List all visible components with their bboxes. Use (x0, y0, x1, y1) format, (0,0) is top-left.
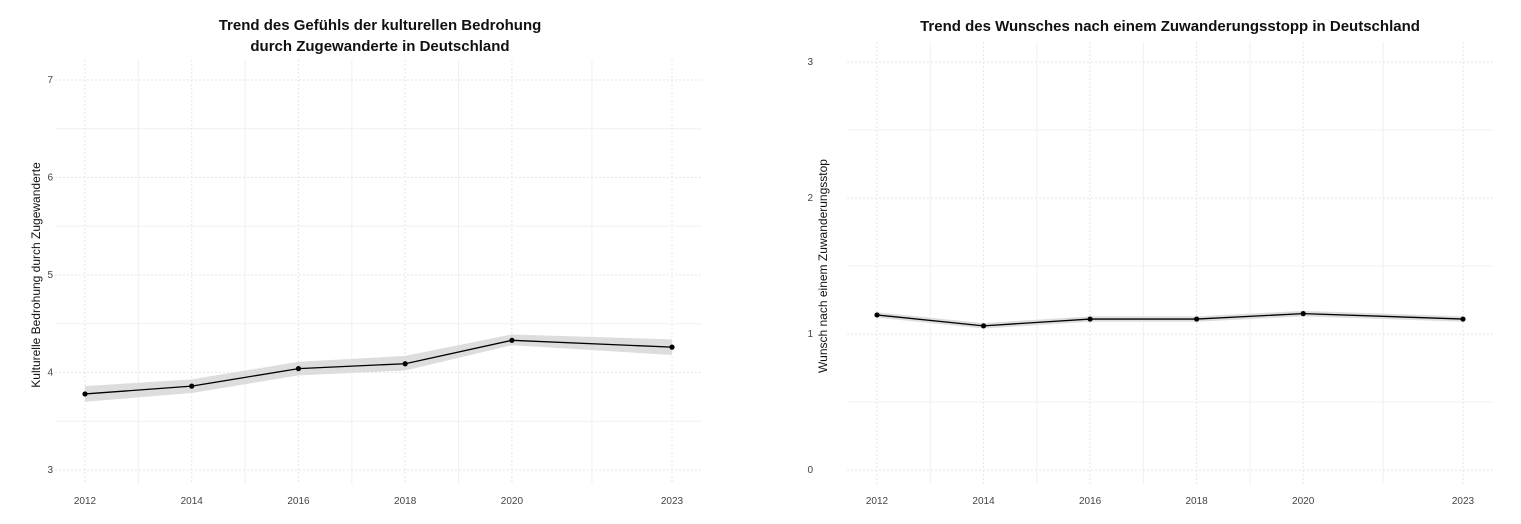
chart-title: durch Zugewanderte in Deutschland (250, 38, 509, 55)
x-tick-label: 2020 (1292, 496, 1315, 507)
x-tick-label: 2023 (1452, 496, 1475, 507)
data-point (1460, 316, 1466, 322)
data-point (980, 323, 987, 329)
x-tick-label: 2018 (394, 496, 417, 507)
chart-title: Trend des Wunsches nach einem Zuwanderun… (920, 18, 1420, 35)
x-tick-label: 2014 (972, 496, 995, 507)
series-line (84, 339, 673, 395)
y-tick-label: 6 (47, 173, 53, 184)
data-point (669, 344, 675, 350)
data-point (82, 391, 88, 397)
series-line (876, 312, 1464, 327)
x-tick-label: 2014 (181, 496, 204, 507)
chart-cultural-threat: 3 4 5 6 7 2012 2014 2016 2018 2020 2023 Trend des G… (29, 17, 702, 507)
chart-title: Trend des Gefühls der kulturellen Bedroh… (219, 17, 542, 34)
x-tick-label: 2016 (287, 496, 310, 507)
y-tick-label: 2 (807, 193, 813, 204)
data-point (509, 337, 515, 343)
y-axis-label: Kulturelle Bedrohung durch Zugewanderte (29, 162, 43, 388)
x-tick-label: 2016 (1079, 496, 1102, 507)
confidence-ribbon (85, 334, 672, 402)
data-point (189, 383, 195, 389)
y-tick-label: 7 (47, 75, 53, 86)
chart-immigration-stop-svg: 0 1 2 3 2012 2014 2016 2018 2020 2023 Trend des Wu… (807, 18, 1493, 507)
data-point (295, 366, 302, 372)
x-tick-label: 2012 (74, 496, 97, 507)
data-point (1300, 311, 1306, 317)
y-tick-label: 4 (47, 368, 53, 379)
y-tick-label: 3 (807, 57, 813, 68)
y-axis-label: Wunsch nach einem Zuwanderungsstop (816, 159, 830, 373)
data-point (1087, 316, 1093, 322)
data-point (874, 312, 880, 318)
x-tick-label: 2018 (1186, 496, 1209, 507)
x-tick-label: 2020 (501, 496, 524, 507)
chart-panel-cultural-threat: 3 4 5 6 7 2012 2014 2016 2018 2020 2023 Trend des G… (0, 0, 760, 524)
x-tick-label: 2012 (866, 496, 889, 507)
y-tick-label: 1 (807, 329, 813, 340)
data-point (402, 361, 408, 367)
y-tick-label: 3 (47, 465, 53, 476)
x-tick-label: 2023 (661, 496, 684, 507)
chart-immigration-stop: 0 1 2 3 2012 2014 2016 2018 2020 2023 Trend des Wu… (760, 0, 1521, 524)
confidence-ribbon (877, 310, 1463, 329)
data-point (1194, 316, 1200, 322)
y-tick-label: 5 (47, 270, 53, 281)
y-tick-label: 0 (807, 465, 813, 476)
